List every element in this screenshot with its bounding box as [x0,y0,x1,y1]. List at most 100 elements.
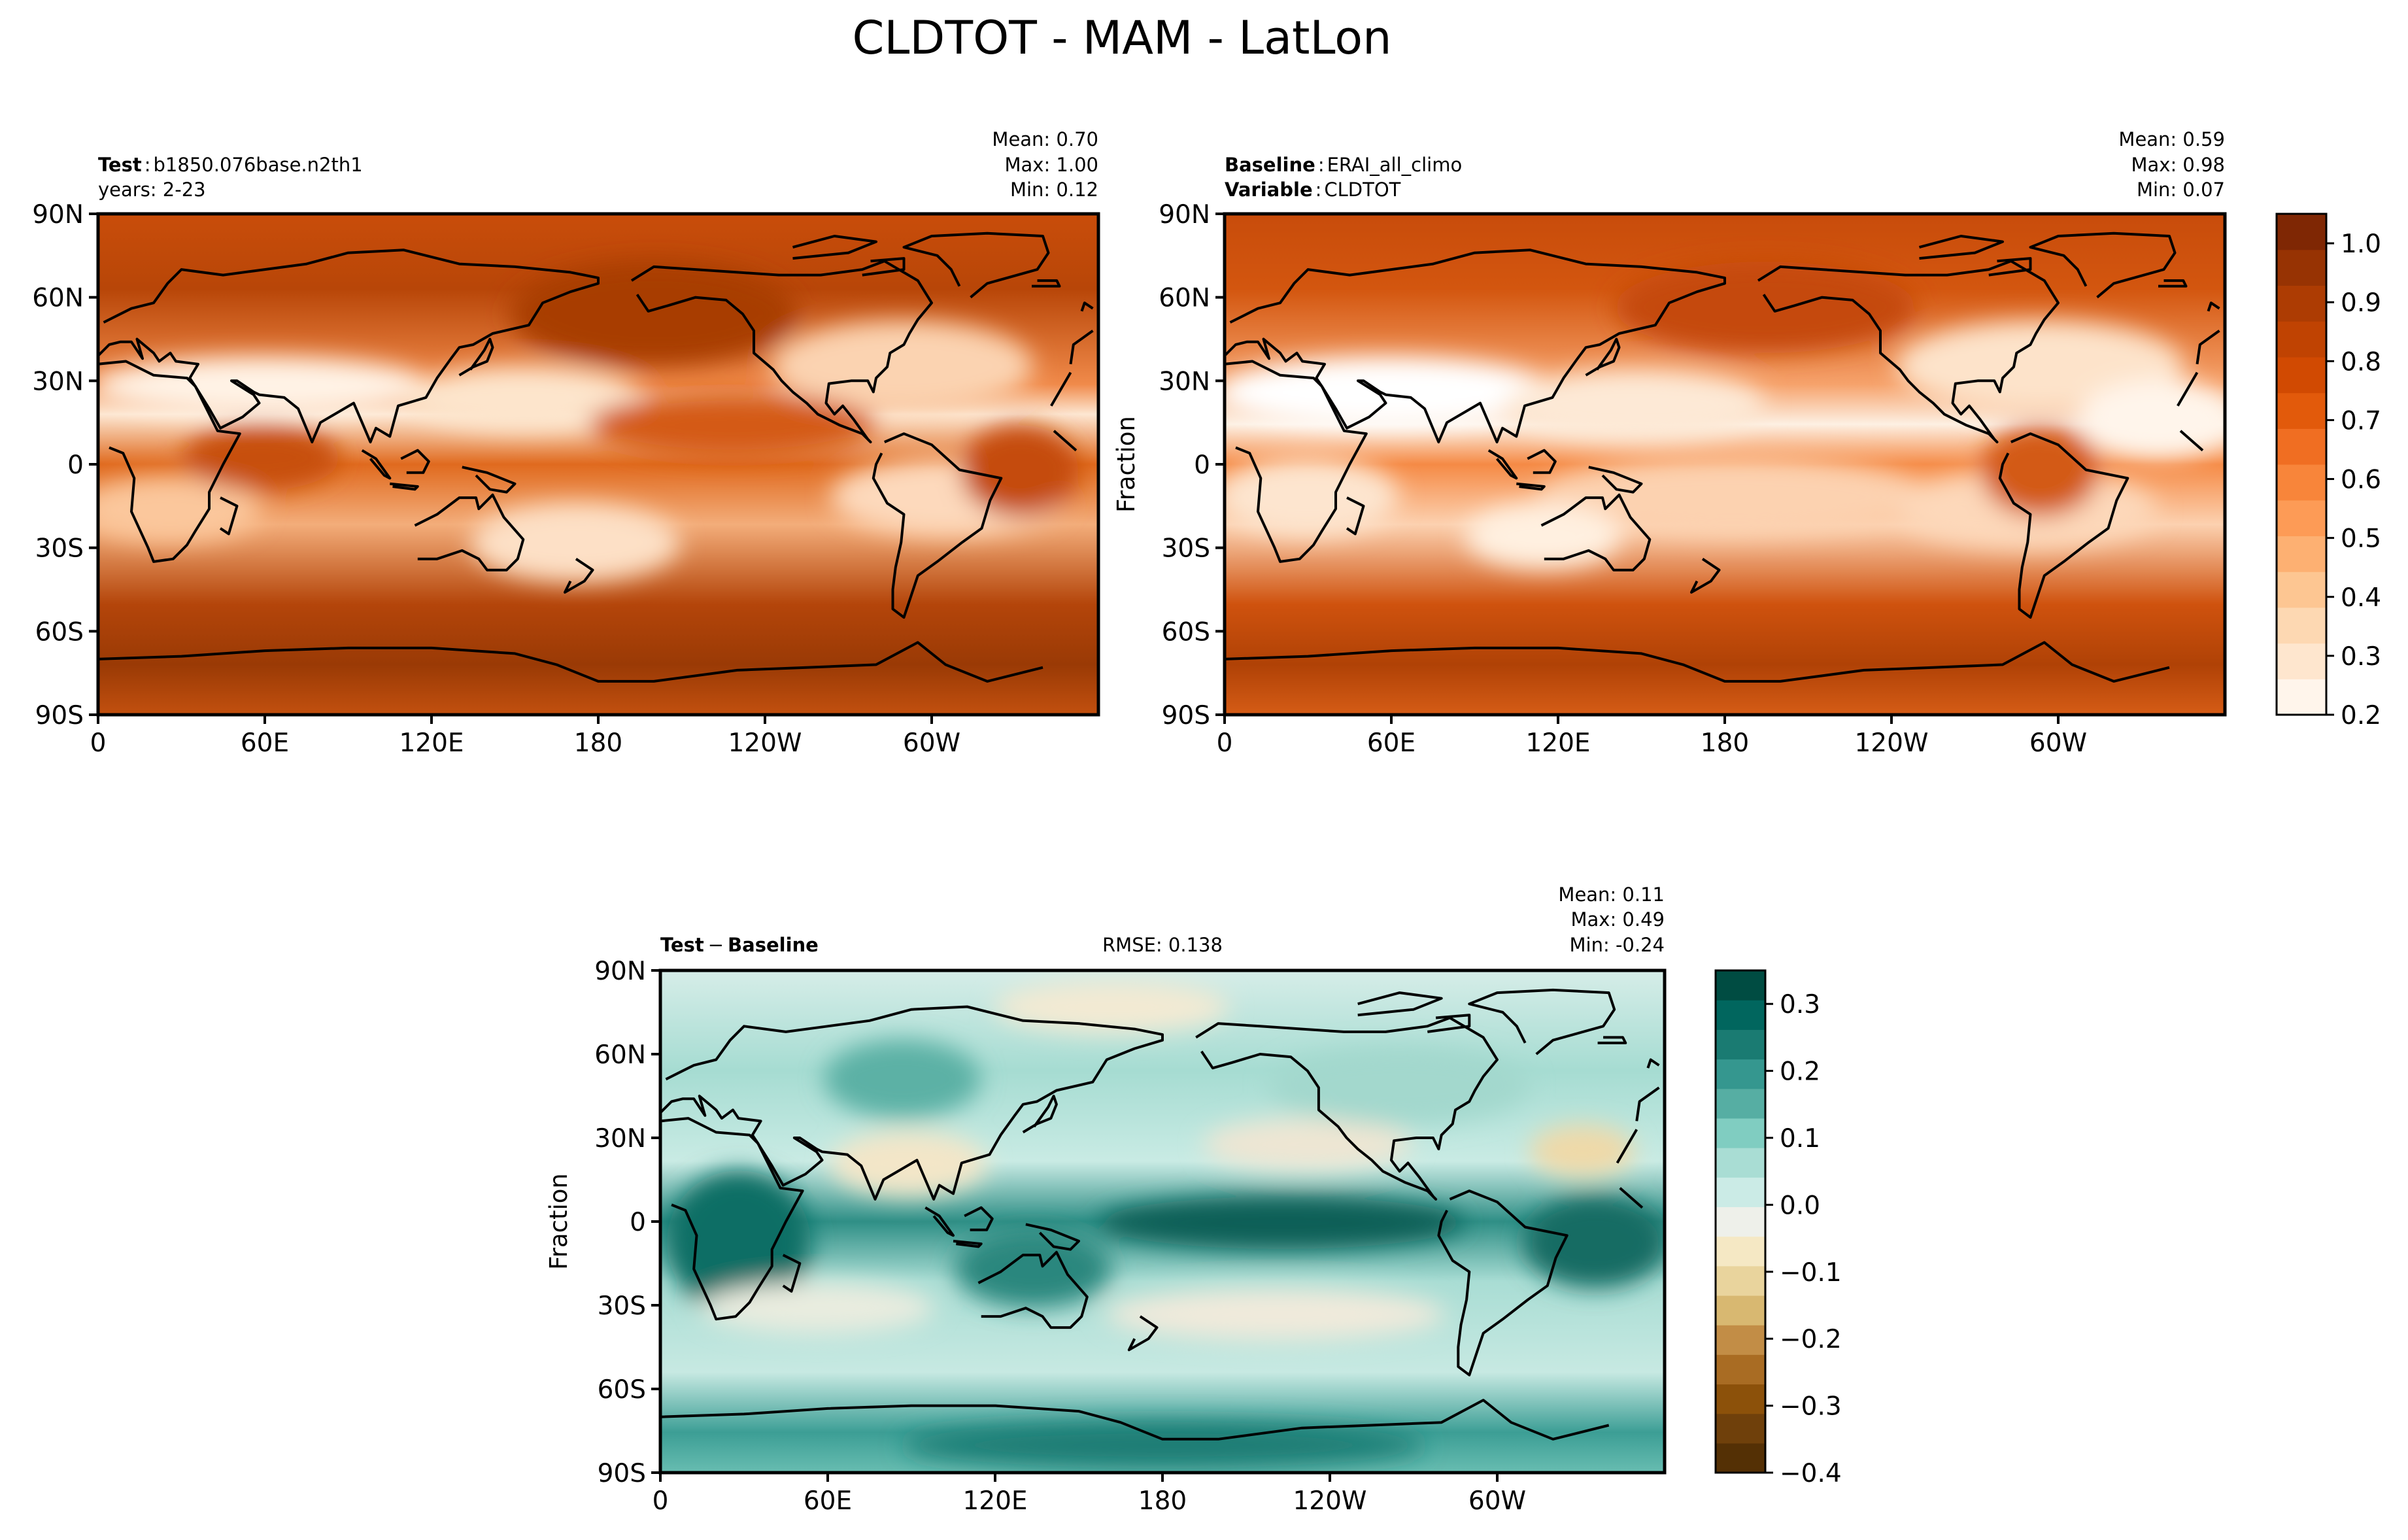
colorbar-frame [1714,969,1767,1474]
colorbar-swatch [2277,428,2326,465]
colorbar-tick-label: 1.0 [2341,230,2381,259]
coastline-segment [1646,1058,1660,1069]
difference-field [660,970,1665,1473]
baseline-stat-max: Max: 0.98 [2131,154,2225,176]
colorbar-frame [2275,213,2328,716]
coastline-segment [2207,301,2220,312]
lat-tick-label: 0 [630,1208,646,1237]
lon-tick-label: 60W [903,728,960,758]
diff-label-minus: − [708,934,724,956]
diff-ylabel: Fraction [545,1173,573,1270]
baseline-ylabel: Fraction [1112,416,1140,513]
coastline-segment [414,493,525,572]
colorbar-swatch [1716,1029,1765,1060]
baseline-stat-min: Min: 0.07 [2137,179,2225,201]
colorbar-swatch [1716,1118,1765,1148]
colorbar-swatch [2277,500,2326,537]
diff-stat-max: Max: 0.49 [1570,908,1665,931]
coastline-segment [1022,1095,1058,1134]
lon-tick-label: 120W [1293,1486,1366,1516]
lon-tick-label: 180 [1701,728,1749,758]
coastline-segment [1597,1036,1627,1044]
diff-label-test: Test [660,934,704,956]
colorbar-tick-label: 0.1 [1780,1124,1820,1154]
coastline-segment [924,1206,955,1237]
coastline-segment [964,1206,994,1231]
coastline-segment [400,449,430,474]
colorbar-swatch [2277,249,2326,286]
test-label-value: b1850.076base.n2th1 [154,154,363,176]
diff-stat-mean: Mean: 0.11 [1558,883,1665,906]
colorbar-swatch [2277,214,2326,250]
test-stat-min: Min: 0.12 [1010,179,1098,201]
lon-tick-label: 0 [1217,728,1233,758]
lat-tick-label: 60N [594,1040,646,1070]
colorbar-tick-label: 0.8 [2341,347,2381,377]
coastline-segment [390,482,419,491]
colorbar-swatch [2277,607,2326,644]
coastline-segment [462,466,517,494]
colorbar-swatch [1716,1088,1765,1119]
lat-tick-label: 90S [1162,701,1210,730]
panel-test: Test: b1850.076base.n2th1 years: 2-23 Mea… [98,128,1098,715]
lat-tick-label: 60N [1159,284,1210,313]
coastline-segment [361,449,392,480]
diff-stat-min: Min: -0.24 [1570,934,1665,956]
coastline-segment [564,558,594,594]
colorbar-swatch [1716,1236,1765,1267]
colorbar-swatch [2277,356,2326,394]
coastline-segment [782,1254,802,1293]
colorbar-tick-label: 0.2 [2341,701,2381,730]
lat-tick-label: 60N [32,284,84,313]
diff-rmse: RMSE: 0.138 [1102,934,1223,956]
colorbar-swatch [1716,1443,1765,1473]
diff-label-baseline: Baseline [728,934,819,956]
coastline-segment [953,1239,983,1248]
lon-tick-label: 120E [962,1486,1027,1516]
lat-tick-label: 30S [598,1292,646,1321]
coastline-segment [1468,988,1616,1055]
coastline-segment [2029,231,2177,299]
lon-tick-label: 60W [1468,1486,1526,1516]
coastline-segment [872,432,1003,619]
lon-tick-label: 0 [90,728,107,758]
coastline-segment [902,231,1050,299]
baseline-variable-sep: : [1315,179,1322,201]
coastline-segment [1527,449,1557,474]
coastline-segment [1585,337,1621,377]
lat-tick-label: 90N [32,200,84,230]
colorbar-swatch [2277,321,2326,358]
test-label-sep: : [144,154,151,176]
test-field [98,214,1098,715]
lon-tick-label: 120E [399,728,464,758]
lat-tick-label: 90N [594,957,646,986]
coastline-segment [1690,558,1721,594]
coastline-segment [1223,248,2220,443]
coastline-segment [1437,1189,1569,1377]
lon-tick-label: 60E [241,728,289,758]
colorbar-swatch [2277,643,2326,679]
baseline-label: Baseline: ERAI_all_climo [1225,154,1462,176]
coastline-segment [660,1117,1644,1321]
colorbar-swatch [1716,1325,1765,1355]
coastline-segment [862,257,906,277]
lon-tick-label: 180 [1138,1486,1187,1516]
colorbar-swatch [1716,1000,1765,1030]
coastline-segment [97,248,1094,443]
colorbar-swatch [1716,1413,1765,1444]
coastline-segment [659,1005,1660,1201]
test-stat-mean: Mean: 0.70 [992,128,1098,150]
coastline-segment [1195,1016,1499,1201]
lat-tick-label: 0 [1194,451,1210,480]
colorbar-swatch [1716,1148,1765,1178]
baseline-coastlines [1223,231,2220,683]
lat-tick-label: 60S [1162,617,1210,647]
coastline-segment [977,1250,1089,1329]
lat-tick-label: 90N [1159,200,1210,230]
colorbar-swatch [2277,536,2326,572]
panel-difference: Test − Baseline RMSE: 0.138 Mean: 0.11 Max… [545,883,1842,1488]
colorbar-swatch [2277,285,2326,322]
